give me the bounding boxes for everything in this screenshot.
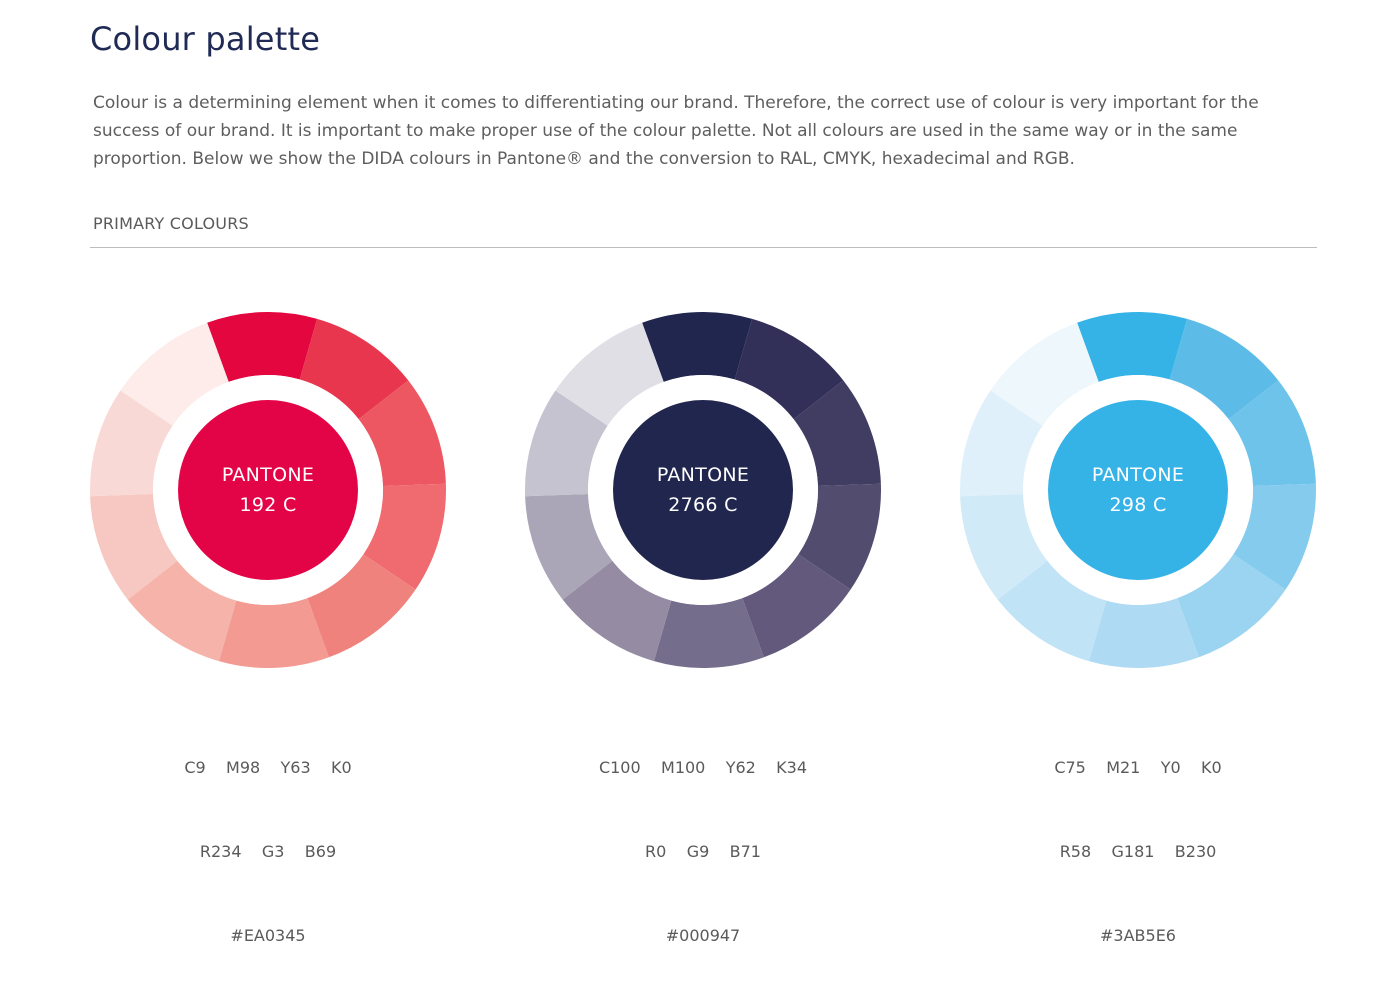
wheel-segment-4 bbox=[363, 483, 446, 590]
pantone-code: 298 C bbox=[1109, 494, 1167, 516]
wheel-segment-6 bbox=[653, 598, 764, 668]
wheel-segment-5 bbox=[307, 554, 416, 658]
pantone-center: PANTONE 192 C bbox=[178, 400, 358, 580]
colour-wheel bbox=[90, 312, 446, 668]
colour-specs: C75 M21 Y0 K0 R58 G181 B230 #3AB5E6 bbox=[960, 698, 1316, 1006]
wheel-segment-3 bbox=[1228, 380, 1316, 486]
wheel-segment-9 bbox=[960, 390, 1043, 497]
wheel-segment-7 bbox=[127, 560, 237, 662]
pantone-code: 192 C bbox=[239, 494, 297, 516]
section-label-primary-colours: PRIMARY COLOURS bbox=[93, 214, 249, 233]
wheel-segment-10 bbox=[990, 322, 1099, 426]
wheel-segment-4 bbox=[798, 483, 881, 590]
swatch-card-pantone-192c: PANTONE 192 C C9 M98 Y63 K0 R234 G3 B69 … bbox=[90, 312, 446, 945]
wheel-segment-9 bbox=[525, 390, 608, 497]
wheel-segment-4 bbox=[1233, 483, 1316, 590]
wheel-center-swatch bbox=[1048, 400, 1228, 580]
cmyk-values: C100 M100 Y62 K34 bbox=[598, 758, 808, 777]
pantone-center: PANTONE 2766 C bbox=[613, 400, 793, 580]
swatch-card-pantone-2766c: PANTONE 2766 C C100 M100 Y62 K34 R0 G9 B… bbox=[525, 312, 881, 945]
wheel-segment-9 bbox=[90, 390, 173, 497]
wheel-segment-1 bbox=[1077, 312, 1188, 382]
colour-specs: C9 M98 Y63 K0 R234 G3 B69 #EA0345 bbox=[90, 698, 446, 1006]
wheel-segment-10 bbox=[120, 322, 229, 426]
wheel-segment-8 bbox=[90, 494, 178, 600]
cmyk-values: C9 M98 Y63 K0 bbox=[184, 758, 352, 777]
wheel-segment-8 bbox=[960, 494, 1048, 600]
cmyk-values: C75 M21 Y0 K0 bbox=[1054, 758, 1222, 777]
intro-paragraph: Colour is a determining element when it … bbox=[93, 93, 1259, 169]
pantone-label: PANTONE bbox=[656, 464, 750, 486]
wheel-segment-5 bbox=[1177, 554, 1286, 658]
colour-specs: C100 M100 Y62 K34 R0 G9 B71 #000947 bbox=[525, 698, 881, 1006]
wheel-segment-3 bbox=[793, 380, 881, 486]
wheel-segment-2 bbox=[734, 318, 844, 420]
wheel-segment-8 bbox=[525, 494, 613, 600]
wheel-segment-6 bbox=[1088, 598, 1199, 668]
rgb-values: R234 G3 B69 bbox=[199, 842, 337, 861]
wheel-center-swatch bbox=[178, 400, 358, 580]
hex-value: #3AB5E6 bbox=[1100, 926, 1176, 945]
rgb-values: R58 G181 B230 bbox=[1059, 842, 1217, 861]
pantone-label: PANTONE bbox=[221, 464, 315, 486]
wheel-segment-3 bbox=[358, 380, 446, 486]
pantone-label: PANTONE bbox=[1091, 464, 1185, 486]
wheel-segment-10 bbox=[555, 322, 664, 426]
page-title: Colour palette bbox=[90, 20, 321, 58]
wheel-segment-1 bbox=[207, 312, 318, 382]
colour-wheel bbox=[960, 312, 1316, 668]
wheel-segment-2 bbox=[1169, 318, 1279, 420]
wheel-segment-5 bbox=[742, 554, 851, 658]
wheel-segment-2 bbox=[299, 318, 409, 420]
swatch-card-pantone-298c: PANTONE 298 C C75 M21 Y0 K0 R58 G181 B23… bbox=[960, 312, 1316, 945]
wheel-center-swatch bbox=[613, 400, 793, 580]
pantone-code: 2766 C bbox=[668, 494, 738, 516]
section-divider bbox=[90, 247, 1317, 248]
wheel-segment-7 bbox=[997, 560, 1107, 662]
rgb-values: R0 G9 B71 bbox=[645, 842, 761, 861]
hex-value: #000947 bbox=[665, 926, 741, 945]
wheel-segment-7 bbox=[562, 560, 672, 662]
pantone-center: PANTONE 298 C bbox=[1048, 400, 1228, 580]
hex-value: #EA0345 bbox=[230, 926, 306, 945]
colour-wheel bbox=[525, 312, 881, 668]
wheel-segment-6 bbox=[218, 598, 329, 668]
wheel-segment-1 bbox=[642, 312, 753, 382]
